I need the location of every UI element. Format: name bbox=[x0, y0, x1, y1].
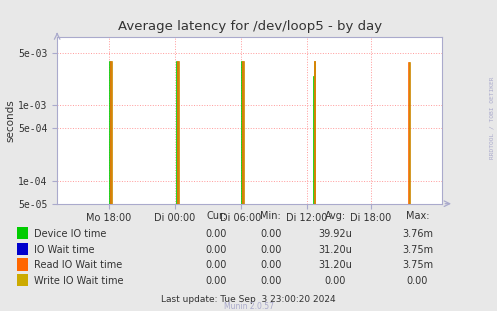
Text: Min:: Min: bbox=[260, 211, 281, 221]
Text: Avg:: Avg: bbox=[325, 211, 346, 221]
Text: Write IO Wait time: Write IO Wait time bbox=[34, 276, 124, 286]
Text: 39.92u: 39.92u bbox=[319, 229, 352, 239]
Text: 31.20u: 31.20u bbox=[319, 260, 352, 270]
Y-axis label: seconds: seconds bbox=[5, 99, 15, 142]
Text: 0.00: 0.00 bbox=[205, 260, 227, 270]
Text: 0.00: 0.00 bbox=[205, 245, 227, 255]
Text: 3.75m: 3.75m bbox=[402, 245, 433, 255]
Text: Munin 2.0.57: Munin 2.0.57 bbox=[224, 302, 273, 311]
Text: Max:: Max: bbox=[406, 211, 429, 221]
Text: Device IO time: Device IO time bbox=[34, 229, 107, 239]
Text: 31.20u: 31.20u bbox=[319, 245, 352, 255]
Text: 0.00: 0.00 bbox=[260, 260, 282, 270]
Text: Cur:: Cur: bbox=[206, 211, 226, 221]
Text: Read IO Wait time: Read IO Wait time bbox=[34, 260, 123, 270]
Text: 3.75m: 3.75m bbox=[402, 260, 433, 270]
Text: 0.00: 0.00 bbox=[260, 229, 282, 239]
Text: 0.00: 0.00 bbox=[205, 276, 227, 286]
Text: 0.00: 0.00 bbox=[260, 276, 282, 286]
Text: RRDTOOL / TOBI OETIKER: RRDTOOL / TOBI OETIKER bbox=[490, 77, 495, 160]
Text: 0.00: 0.00 bbox=[407, 276, 428, 286]
Text: IO Wait time: IO Wait time bbox=[34, 245, 95, 255]
Text: 0.00: 0.00 bbox=[260, 245, 282, 255]
Text: 0.00: 0.00 bbox=[325, 276, 346, 286]
Text: 3.76m: 3.76m bbox=[402, 229, 433, 239]
Text: 0.00: 0.00 bbox=[205, 229, 227, 239]
Title: Average latency for /dev/loop5 - by day: Average latency for /dev/loop5 - by day bbox=[118, 21, 382, 33]
Text: Last update: Tue Sep  3 23:00:20 2024: Last update: Tue Sep 3 23:00:20 2024 bbox=[161, 295, 336, 304]
